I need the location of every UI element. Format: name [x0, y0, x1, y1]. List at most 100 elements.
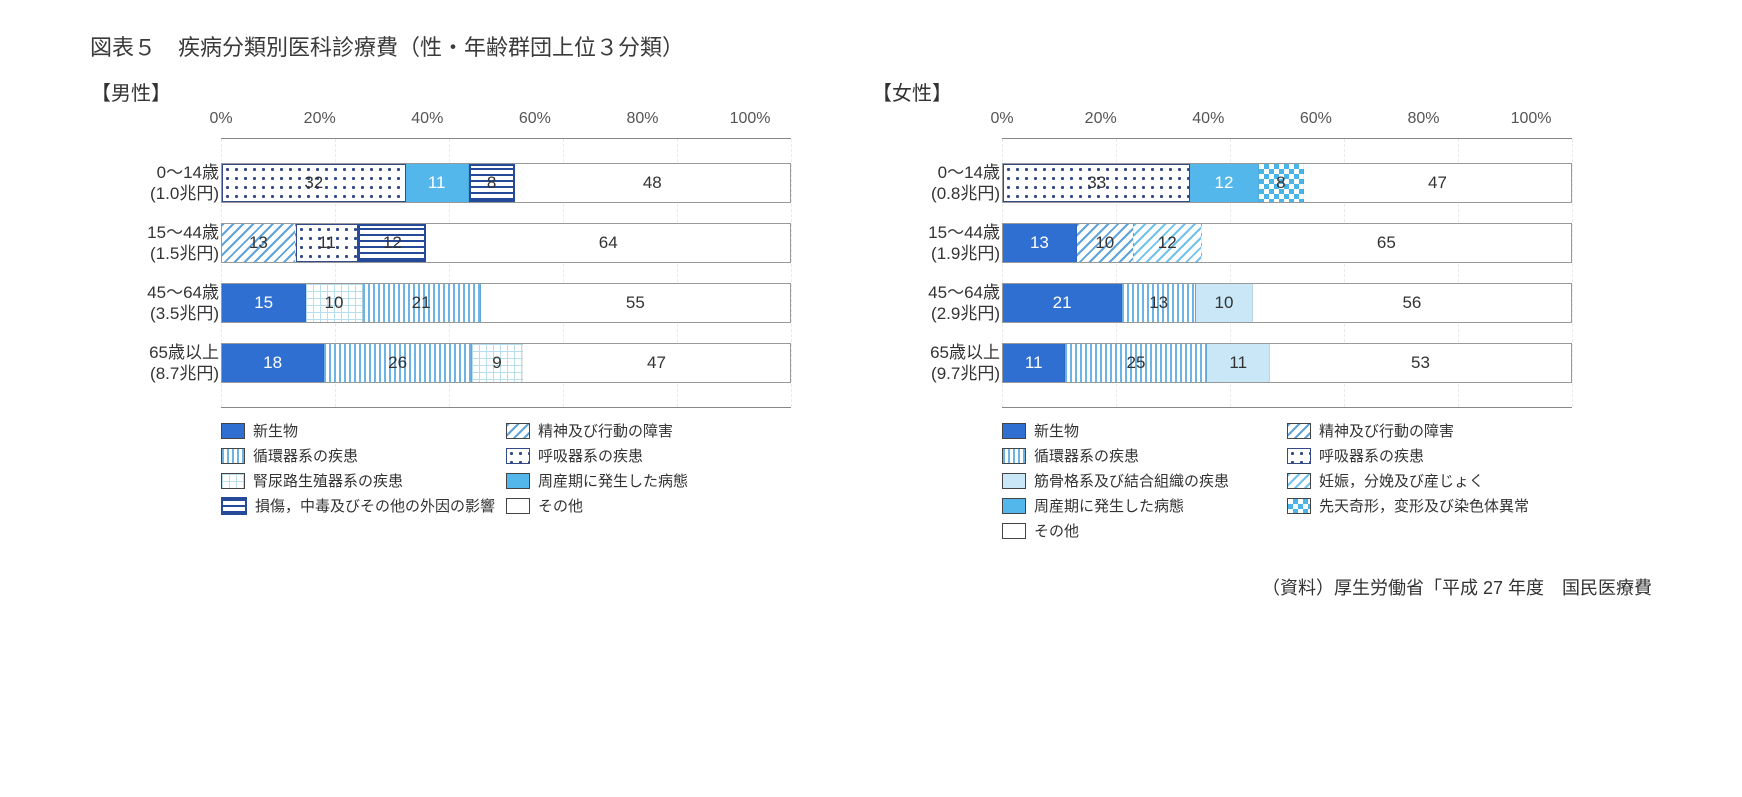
stacked-bar: 3211848 — [221, 163, 791, 203]
legend-item-vstripe_blue: 循環器系の疾患 — [1002, 445, 1287, 466]
legend-swatch — [1287, 498, 1311, 514]
legend-item-grid_blue: 腎尿路生殖器系の疾患 — [221, 470, 506, 491]
bar-segment-other: 47 — [523, 344, 790, 382]
legend-swatch — [1002, 473, 1026, 489]
bar-row: 0～14歳(1.0兆円)3211848 — [221, 153, 791, 213]
chart: 0% 20% 40% 60% 80% 100% 0～14歳(0.8兆円)331284715～… — [872, 110, 1572, 408]
legend-label: その他 — [538, 495, 583, 516]
legend-label: 筋骨格系及び結合組織の疾患 — [1034, 470, 1229, 491]
row-age: 65歳以上 — [930, 343, 1000, 362]
legend-swatch — [1287, 473, 1311, 489]
bar-segment-solid_blue: 18 — [222, 344, 324, 382]
legend-swatch — [1002, 523, 1026, 539]
axis-tick: 100% — [1511, 110, 1552, 138]
legend-item-other: その他 — [506, 495, 791, 516]
bar-segment-other: 53 — [1270, 344, 1571, 382]
row-label: 65歳以上 (9.7兆円) — [872, 342, 1000, 385]
bar-segment-grid_blue: 10 — [306, 284, 362, 322]
legend-item-diag_blue: 精神及び行動の障害 — [506, 420, 791, 441]
axis-tick: 80% — [626, 110, 658, 138]
axis-tick: 80% — [1407, 110, 1439, 138]
bar-segment-other: 65 — [1202, 224, 1571, 262]
legend-item-hstripe_navy: 損傷，中毒及びその他の外因の影響 — [221, 495, 506, 516]
bar-segment-sky: 11 — [406, 164, 469, 202]
row-cost: (9.7兆円) — [931, 364, 1000, 383]
axis-tick: 40% — [1192, 110, 1224, 138]
legend-label: 精神及び行動の障害 — [538, 420, 673, 441]
legend-swatch — [506, 498, 530, 514]
row-label: 15～44歳(1.5兆円) — [91, 222, 219, 265]
row-cost: (0.8兆円) — [931, 184, 1000, 203]
row-cost: (3.5兆円) — [150, 304, 219, 323]
legend-swatch — [1002, 448, 1026, 464]
bar-row: 0～14歳(0.8兆円)3312847 — [1002, 153, 1572, 213]
legend-item-lightblue: 筋骨格系及び結合組織の疾患 — [1002, 470, 1287, 491]
bar-segment-diag_sky: 12 — [1134, 224, 1202, 262]
row-age: 45～64歳 — [928, 283, 1000, 302]
row-cost: (1.5兆円) — [150, 244, 219, 263]
row-age: 45～64歳 — [147, 283, 219, 302]
axis-tick: 60% — [1300, 110, 1332, 138]
legend-item-dots_navy: 呼吸器系の疾患 — [1287, 445, 1572, 466]
stacked-bar: 15102155 — [221, 283, 791, 323]
row-label: 65歳以上(8.7兆円) — [91, 342, 219, 385]
panels-container: 【男性】0%20%40%60%80%100%0～14歳(1.0兆円)321184… — [90, 76, 1652, 544]
axis-tick: 0% — [990, 110, 1013, 138]
legend-item-check_sky: 先天奇形，変形及び染色体異常 — [1287, 495, 1572, 516]
bar-segment-hstripe_navy: 8 — [469, 164, 515, 202]
legend-swatch — [1002, 423, 1026, 439]
bar-segment-vstripe_blue: 13 — [1122, 284, 1196, 322]
legend: 新生物精神及び行動の障害循環器系の疾患呼吸器系の疾患筋骨格系及び結合組織の疾患妊… — [872, 418, 1572, 543]
legend-item-diag_blue: 精神及び行動の障害 — [1287, 420, 1572, 441]
bar-segment-diag_blue: 10 — [1077, 224, 1134, 262]
row-label: 0～14歳(0.8兆円) — [872, 162, 1000, 205]
bar-segment-vstripe_blue: 21 — [363, 284, 481, 322]
panel-male: 【男性】0%20%40%60%80%100%0～14歳(1.0兆円)321184… — [90, 76, 871, 544]
row-cost: (1.9兆円) — [931, 244, 1000, 263]
bar-segment-hstripe_navy: 12 — [358, 224, 426, 262]
panel-heading: 【女性】 — [872, 77, 1651, 106]
legend-label: 循環器系の疾患 — [1034, 445, 1139, 466]
legend-label: 損傷，中毒及びその他の外因の影響 — [255, 495, 495, 516]
bar-row: 65歳以上(8.7兆円)1826947 — [221, 333, 791, 393]
bar-segment-solid_blue: 15 — [222, 284, 306, 322]
legend-item-dots_navy: 呼吸器系の疾患 — [506, 445, 791, 466]
stacked-bar: 3312847 — [1002, 163, 1572, 203]
bar-row: 15～44歳(1.5兆円)13111264 — [221, 213, 791, 273]
bar-row: 45～64歳(3.5兆円)15102155 — [221, 273, 791, 333]
axis-tick: 0% — [209, 110, 232, 138]
legend-label: 精神及び行動の障害 — [1319, 420, 1454, 441]
bar-segment-other: 55 — [481, 284, 790, 322]
panel-female: 【女性】 0% 20% 40% 60% 80% 100% 0～14歳(0.8兆円)331284… — [871, 76, 1652, 544]
bar-segment-dots_navy: 11 — [296, 224, 358, 262]
stacked-bar: 1826947 — [221, 343, 791, 383]
legend-swatch — [221, 448, 245, 464]
axis-tick: 100% — [730, 110, 771, 138]
legend-swatch — [506, 448, 530, 464]
legend-item-sky: 周産期に発生した病態 — [506, 470, 791, 491]
axis-tick: 20% — [1085, 110, 1117, 138]
legend-label: 新生物 — [1034, 420, 1079, 441]
chart-title: 図表５ 疾病分類別医科診療費（性・年齢群団上位３分類） — [90, 30, 1652, 62]
row-label: 45～64歳(2.9兆円) — [872, 282, 1000, 325]
bar-segment-vstripe_blue: 26 — [324, 344, 472, 382]
bar-segment-other: 48 — [515, 164, 790, 202]
x-axis: 0%20%40%60%80%100% — [221, 110, 791, 138]
bar-segment-solid_blue: 11 — [1003, 344, 1065, 382]
legend-label: 先天奇形，変形及び染色体異常 — [1319, 495, 1529, 516]
row-label: 15～44歳(1.9兆円) — [872, 222, 1000, 265]
bar-segment-other: 56 — [1253, 284, 1571, 322]
bars-area: 0～14歳(0.8兆円)331284715～44歳(1.9兆円)13101265… — [1002, 138, 1572, 408]
legend-swatch — [506, 473, 530, 489]
axis-tick: 20% — [304, 110, 336, 138]
bar-segment-vstripe_blue: 25 — [1065, 344, 1207, 382]
x-axis: 0%20%40%60%80%100% — [1002, 110, 1572, 138]
bar-segment-grid_blue: 9 — [472, 344, 523, 382]
stacked-bar: 11251153 — [1002, 343, 1572, 383]
row-label: 0～14歳(1.0兆円) — [91, 162, 219, 205]
legend: 新生物精神及び行動の障害循環器系の疾患呼吸器系の疾患腎尿路生殖器系の疾患周産期に… — [91, 418, 791, 518]
legend-item-solid_blue: 新生物 — [221, 420, 506, 441]
stacked-bar: 13101265 — [1002, 223, 1572, 263]
legend-swatch — [1287, 423, 1311, 439]
legend-item-solid_blue: 新生物 — [1002, 420, 1287, 441]
